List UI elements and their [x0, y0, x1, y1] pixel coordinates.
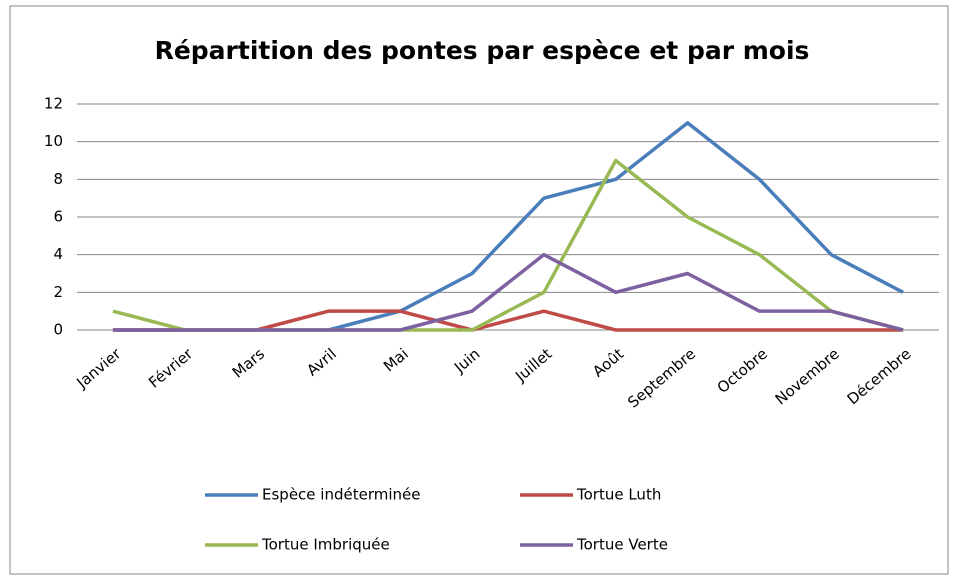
chart-border	[9, 5, 949, 575]
legend-label: Espèce indéterminée	[262, 486, 420, 504]
y-tick-label: 10	[44, 132, 63, 150]
chart-title: Répartition des pontes par espèce et par…	[155, 36, 810, 65]
series-line	[112, 252, 904, 332]
y-tick-label: 12	[44, 95, 63, 113]
y-tick-label: 2	[53, 283, 63, 301]
legend-label: Tortue Imbriquée	[261, 536, 390, 554]
legend-label: Tortue Luth	[576, 486, 661, 504]
y-tick-label: 4	[53, 245, 63, 263]
legend-label: Tortue Verte	[576, 536, 668, 554]
y-tick-label: 0	[53, 321, 63, 339]
y-tick-label: 8	[53, 170, 63, 188]
y-tick-label: 6	[53, 208, 63, 226]
